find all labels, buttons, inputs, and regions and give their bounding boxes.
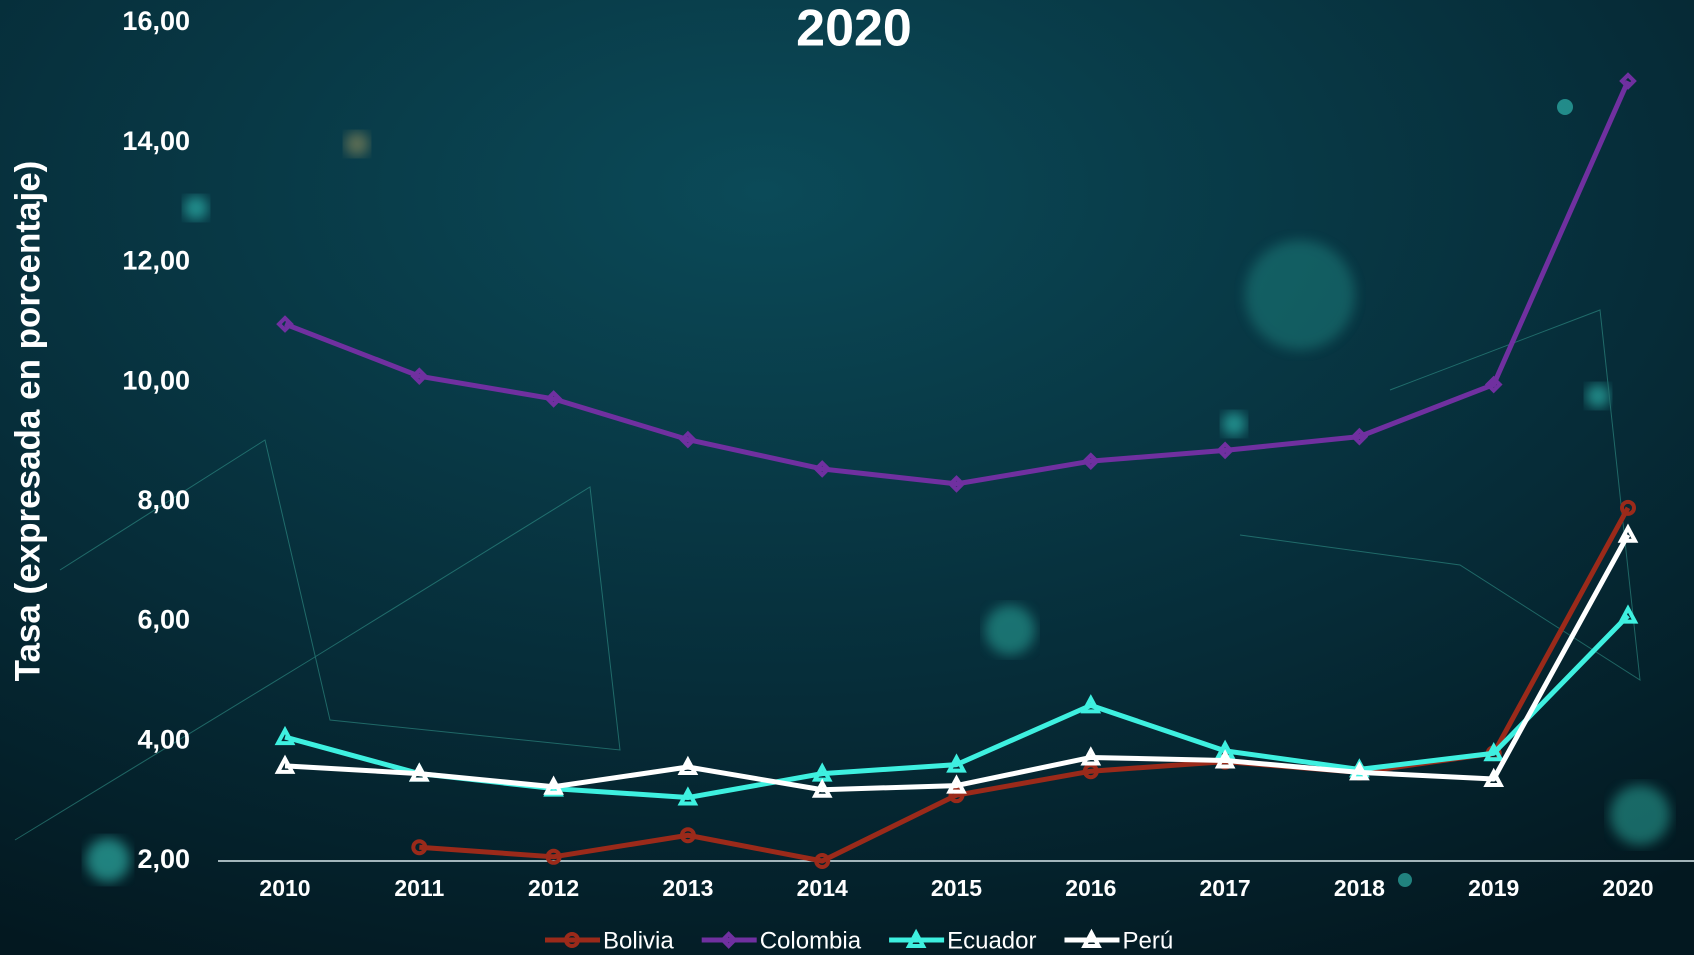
y-tick-label: 6,00	[137, 605, 190, 635]
decoration	[14, 99, 1670, 887]
marker	[948, 787, 965, 804]
y-tick-label: 14,00	[122, 126, 190, 156]
marker	[564, 932, 580, 948]
marker	[408, 762, 430, 782]
marker	[813, 460, 832, 478]
marker	[1483, 742, 1505, 762]
chart-title: 2020	[796, 0, 912, 58]
marker	[1080, 694, 1102, 714]
x-tick-label: 2012	[528, 875, 579, 901]
legend-label: Bolivia	[603, 927, 674, 954]
marker	[1483, 767, 1505, 787]
marker	[544, 390, 563, 408]
x-tick-label: 2017	[1200, 875, 1251, 901]
marker	[677, 755, 699, 776]
marker	[545, 848, 562, 865]
legend-item: Ecuador	[889, 927, 1036, 954]
x-tick-label: 2019	[1468, 875, 1519, 901]
marker	[1350, 427, 1369, 446]
legend-item: Bolivia	[545, 927, 674, 954]
legend-label: Colombia	[760, 927, 862, 954]
marker	[1349, 761, 1370, 781]
y-tick-label: 12,00	[122, 246, 190, 276]
marker	[1080, 746, 1102, 766]
y-tick-label: 10,00	[122, 365, 190, 395]
legend-item: Colombia	[701, 927, 862, 954]
marker	[814, 853, 831, 869]
marker	[543, 775, 564, 795]
y-tick-label: 16,00	[122, 6, 190, 36]
x-tick-label: 2020	[1602, 875, 1653, 901]
x-tick-label: 2018	[1334, 875, 1385, 901]
marker	[905, 928, 927, 948]
marker	[1484, 375, 1503, 394]
y-tick-label: 8,00	[137, 485, 190, 515]
x-tick-label: 2016	[1065, 875, 1116, 901]
x-tick-label: 2013	[662, 875, 713, 901]
marker	[276, 315, 294, 333]
y-axis-label: Tasa (expresada en porcentaje)	[8, 161, 47, 682]
y-tick-label: 4,00	[137, 724, 190, 754]
marker	[679, 430, 697, 449]
x-tick-label: 2011	[394, 875, 444, 901]
marker	[410, 367, 429, 385]
marker	[946, 753, 967, 773]
marker	[1617, 604, 1639, 624]
marker	[274, 725, 296, 746]
x-tick-label: 2014	[797, 875, 848, 901]
y-tick-label: 2,00	[137, 844, 190, 874]
marker	[1081, 928, 1102, 948]
marker	[719, 931, 738, 949]
marker	[1081, 452, 1100, 470]
marker	[411, 839, 428, 856]
marker	[946, 774, 967, 794]
marker	[1620, 499, 1636, 516]
marker	[274, 754, 296, 774]
series-line	[284, 533, 1631, 793]
marker	[1214, 749, 1236, 769]
marker	[811, 778, 833, 798]
legend-label: Perú	[1122, 927, 1173, 954]
series-line	[284, 80, 1631, 487]
x-tick-label: 2015	[931, 875, 982, 901]
marker	[1216, 441, 1234, 460]
legend-label: Ecuador	[947, 927, 1036, 954]
marker	[1617, 523, 1639, 543]
marker	[679, 827, 696, 844]
x-tick-label: 2010	[259, 875, 310, 901]
legend-item: Perú	[1064, 927, 1173, 954]
marker	[947, 475, 966, 493]
marker	[1619, 72, 1637, 90]
marker	[677, 786, 699, 806]
